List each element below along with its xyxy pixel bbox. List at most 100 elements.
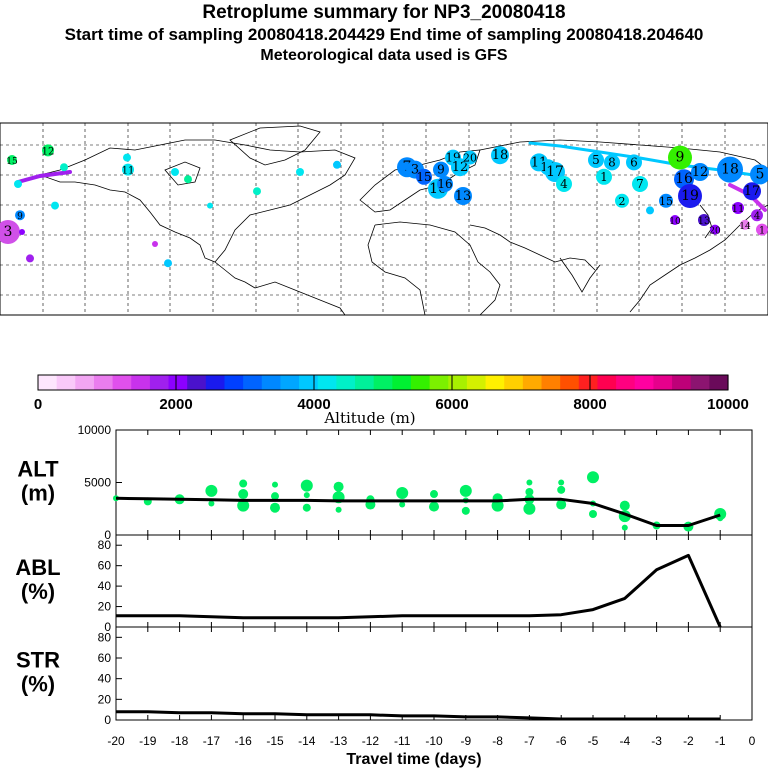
colorbar-swatch	[653, 375, 673, 390]
altitude-point	[523, 502, 536, 515]
colorbar-swatch	[504, 375, 524, 390]
india-outline	[559, 257, 601, 293]
altitude-point	[621, 524, 628, 531]
plume-marker	[437, 176, 453, 192]
plume-day-label: 18	[721, 162, 739, 178]
x-tick-label: -13	[330, 734, 348, 748]
altitude-colorbar: 0 2000 4000 6000 8000 10000 Altitude (m)	[34, 374, 749, 427]
plume-marker	[710, 224, 720, 235]
plume-marker	[454, 187, 472, 205]
x-axis-label: Travel time (days)	[346, 751, 481, 768]
plume-day-label: 16	[437, 177, 452, 191]
x-tick-labels: -20 -19 -18 -17 -16 -15 -14 -13 -12 -11 -10 -9 -8 -7-…	[107, 734, 755, 748]
colorbar-tick-label: 6000	[435, 396, 468, 413]
plume-marker	[698, 214, 710, 226]
y-tick-label: 60	[98, 651, 112, 665]
colorbar-swatch	[616, 375, 636, 390]
greenland-outline	[229, 125, 321, 166]
panel-unit-label: (%)	[21, 672, 55, 697]
plume-day-label: 11	[122, 166, 135, 177]
plume-marker	[42, 144, 54, 157]
plume-marker	[646, 206, 654, 215]
plume-day-label: 14	[739, 222, 751, 232]
panel-unit-label: (m)	[21, 481, 55, 506]
plume-day-label: 13	[698, 216, 711, 227]
colorbar-tick-label: 2000	[159, 396, 192, 413]
y-tick-label: 0	[104, 620, 111, 634]
world-map-panel: 3159121173151091619121320181114174518267…	[0, 122, 768, 316]
colorbar-swatch	[373, 375, 393, 390]
colorbar-swatch	[522, 375, 543, 390]
time-series-panels: 0500010000ALT(m)020406080ABL(%)020406080…	[15, 423, 755, 768]
x-tick-label: 0	[749, 734, 756, 748]
plume-marker	[588, 152, 604, 168]
plume-day-label: 17	[546, 164, 564, 180]
plume-marker	[433, 161, 449, 178]
plume-marker	[632, 176, 648, 192]
plume-day-label: 10	[669, 217, 681, 227]
plume-marker	[740, 219, 750, 230]
plume-marker	[717, 156, 743, 183]
x-tick-label: -4	[619, 734, 630, 748]
panel-label: ABL	[15, 555, 60, 580]
plume-day-label: 3	[411, 163, 419, 178]
colorbar-swatch	[168, 375, 188, 390]
x-tick-label: -8	[492, 734, 503, 748]
x-tick-label: -11	[394, 734, 411, 748]
x-tick-label: -17	[203, 734, 221, 748]
x-tick-label: -14	[298, 734, 316, 748]
plume-marker	[545, 162, 565, 182]
plume-day-label: 5	[592, 153, 600, 167]
central-america-outline	[214, 261, 256, 289]
colorbar-tick-labels: 0 2000 4000 6000 8000 10000	[34, 375, 749, 413]
x-tick-label: -16	[235, 734, 253, 748]
colorbar-swatch	[261, 375, 282, 390]
altitude-point	[270, 502, 280, 513]
colorbar-swatch	[243, 375, 263, 390]
plume-marker	[596, 168, 612, 185]
plume-marker	[732, 202, 744, 214]
panel-unit-label: (%)	[21, 579, 55, 604]
plume-marker	[7, 155, 17, 165]
colorbar-swatch	[38, 375, 58, 390]
plume-day-label: 17	[744, 184, 761, 199]
y-tick-label: 0	[104, 528, 111, 542]
x-tick-label: -10	[425, 734, 443, 748]
plume-marker	[556, 176, 572, 192]
altitude-point	[587, 471, 599, 484]
x-tick-label: -9	[460, 734, 471, 748]
panel-alt: 0 5000 10000 ALT(m)	[17, 423, 753, 542]
plume-marker	[296, 168, 304, 176]
x-tick-label: -5	[588, 734, 599, 748]
plume-marker	[152, 241, 158, 247]
y-tick-label: 40	[98, 672, 112, 686]
y-tick-label: 5000	[84, 476, 111, 490]
plume-day-label: 11	[732, 204, 745, 215]
colorbar-swatch	[187, 375, 207, 390]
plume-marker	[668, 145, 692, 170]
plume-day-label: 15	[6, 157, 18, 167]
plume-marker	[19, 229, 25, 235]
y-tick-label: 80	[98, 538, 112, 552]
y-tick-label: 0	[104, 713, 111, 727]
plume-day-label: 4	[754, 211, 760, 222]
plume-marker	[26, 254, 34, 263]
plume-marker	[14, 180, 22, 188]
plume-day-label: 20	[463, 152, 477, 165]
altitude-point	[300, 479, 313, 492]
plume-day-label: 13	[455, 189, 472, 204]
plume-marker	[491, 146, 509, 165]
altitude-point	[238, 489, 249, 500]
y-tick-label: 40	[98, 579, 112, 593]
colorbar-swatch	[541, 375, 561, 390]
plume-marker	[416, 168, 432, 185]
colorbar-swatch	[709, 375, 729, 390]
x-tick-label: -6	[556, 734, 567, 748]
hudson-bay-outline	[164, 161, 201, 186]
y-tick-label: 20	[98, 600, 112, 614]
plume-marker	[51, 201, 59, 210]
plume-marker	[691, 163, 709, 181]
colorbar-swatch	[634, 375, 655, 390]
plume-marker	[751, 209, 763, 222]
plume-marker	[122, 163, 134, 176]
